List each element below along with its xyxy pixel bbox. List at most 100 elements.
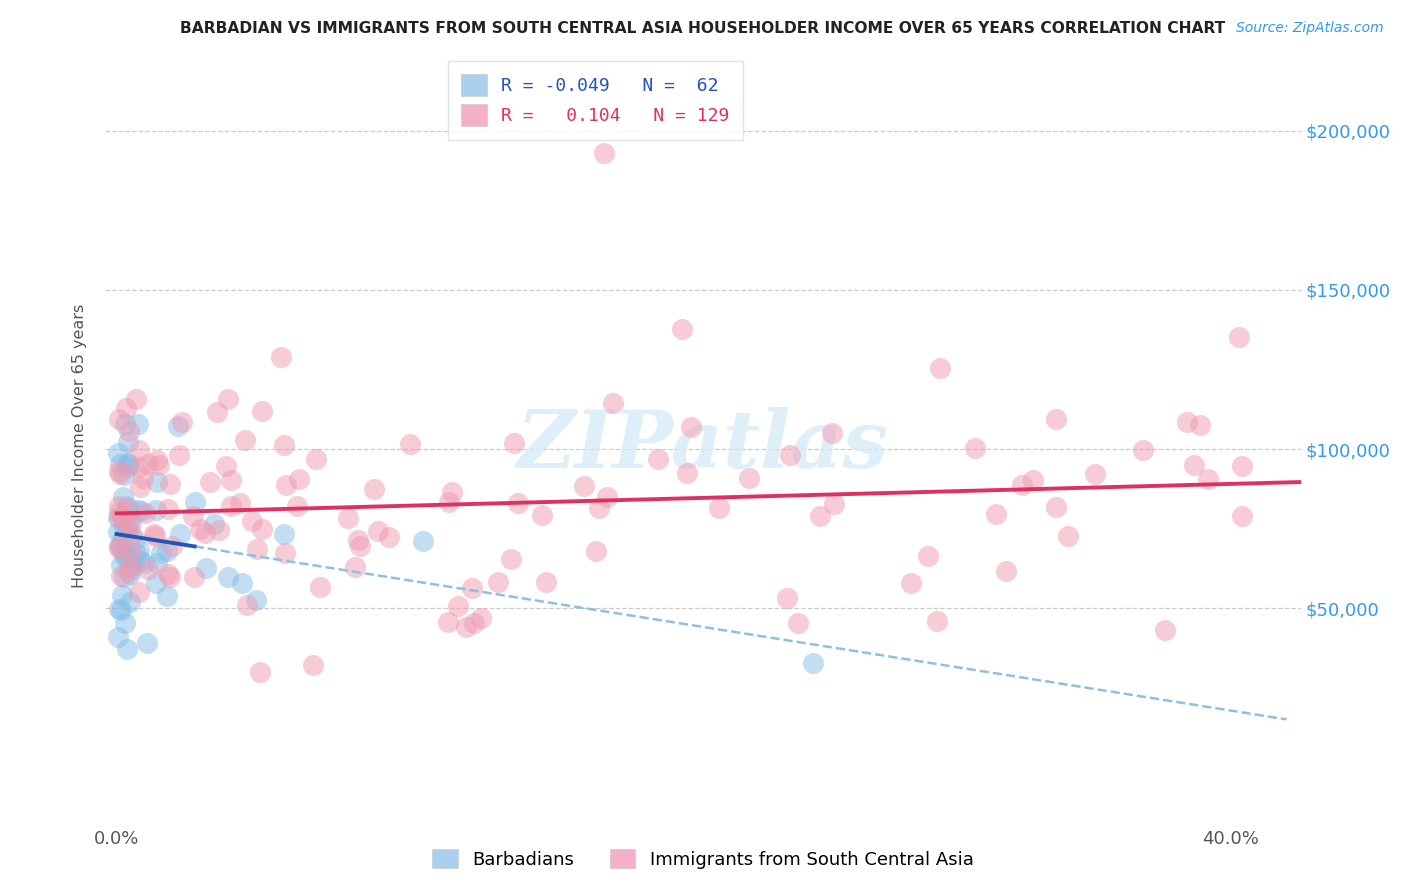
Text: Source: ZipAtlas.com: Source: ZipAtlas.com xyxy=(1236,21,1384,35)
Point xyxy=(183,570,205,584)
Point xyxy=(108,464,131,478)
Point xyxy=(132,556,155,570)
Point xyxy=(114,401,136,415)
Text: BARBADIAN VS IMMIGRANTS FROM SOUTH CENTRAL ASIA HOUSEHOLDER INCOME OVER 65 YEARS: BARBADIAN VS IMMIGRANTS FROM SOUTH CENTR… xyxy=(180,21,1226,36)
Point xyxy=(112,520,135,534)
Point xyxy=(205,405,228,419)
Point xyxy=(647,451,669,466)
Point xyxy=(111,509,134,524)
Point xyxy=(156,589,179,603)
Point xyxy=(412,534,434,549)
Point xyxy=(779,448,801,462)
Point xyxy=(111,588,134,602)
Point xyxy=(1154,624,1177,638)
Point xyxy=(679,419,702,434)
Point xyxy=(120,516,142,530)
Point xyxy=(194,525,217,540)
Point xyxy=(246,541,269,556)
Point xyxy=(671,322,693,336)
Point xyxy=(117,499,139,513)
Point xyxy=(108,510,131,524)
Point xyxy=(252,403,274,417)
Point xyxy=(148,458,170,472)
Point xyxy=(437,495,460,509)
Point xyxy=(128,460,150,475)
Legend: R = -0.049   N =  62, R =   0.104   N = 129: R = -0.049 N = 62, R = 0.104 N = 129 xyxy=(449,61,742,140)
Point xyxy=(128,543,150,558)
Y-axis label: Householder Income Over 65 years: Householder Income Over 65 years xyxy=(72,304,87,588)
Point xyxy=(124,533,146,547)
Point xyxy=(208,523,231,537)
Point xyxy=(593,145,616,160)
Point xyxy=(287,499,309,513)
Point xyxy=(249,665,271,680)
Point xyxy=(167,448,190,462)
Point xyxy=(233,433,256,447)
Point xyxy=(169,526,191,541)
Point xyxy=(114,615,136,630)
Point xyxy=(441,485,464,500)
Point xyxy=(111,533,134,547)
Point xyxy=(127,502,149,516)
Point xyxy=(136,636,159,650)
Point xyxy=(115,549,138,563)
Point xyxy=(156,502,179,516)
Point xyxy=(118,566,141,581)
Point xyxy=(198,475,221,490)
Point xyxy=(602,396,624,410)
Point xyxy=(143,527,166,541)
Point xyxy=(111,543,134,558)
Point xyxy=(181,509,204,524)
Point xyxy=(1182,458,1205,472)
Point xyxy=(159,477,181,491)
Point xyxy=(273,438,295,452)
Point xyxy=(240,514,263,528)
Point xyxy=(900,576,922,591)
Point xyxy=(107,446,129,460)
Point xyxy=(823,497,845,511)
Point xyxy=(121,528,143,542)
Point xyxy=(117,434,139,449)
Point xyxy=(486,575,509,590)
Point xyxy=(115,517,138,532)
Point xyxy=(461,581,484,595)
Point xyxy=(112,570,135,584)
Point xyxy=(221,473,243,487)
Point xyxy=(124,546,146,560)
Point xyxy=(231,575,253,590)
Point xyxy=(183,495,205,509)
Point xyxy=(572,478,595,492)
Point xyxy=(821,425,844,440)
Point xyxy=(929,360,952,375)
Point xyxy=(194,561,217,575)
Point xyxy=(202,516,225,531)
Point xyxy=(115,460,138,475)
Point xyxy=(112,549,135,563)
Point xyxy=(117,501,139,516)
Point xyxy=(110,569,132,583)
Point xyxy=(129,504,152,518)
Point xyxy=(1175,415,1198,429)
Point xyxy=(188,522,211,536)
Point xyxy=(108,539,131,553)
Point xyxy=(145,475,167,490)
Point xyxy=(117,524,139,539)
Point xyxy=(984,508,1007,522)
Point xyxy=(120,545,142,559)
Point xyxy=(128,480,150,494)
Point xyxy=(347,533,370,547)
Point xyxy=(399,437,422,451)
Point xyxy=(1188,418,1211,433)
Point xyxy=(108,412,131,426)
Point xyxy=(270,351,292,365)
Point xyxy=(145,529,167,543)
Point xyxy=(787,616,810,631)
Point xyxy=(309,581,332,595)
Point xyxy=(110,558,132,572)
Point xyxy=(108,504,131,518)
Point xyxy=(172,415,194,429)
Point xyxy=(456,619,478,633)
Point xyxy=(534,574,557,589)
Point xyxy=(363,482,385,496)
Point xyxy=(115,456,138,470)
